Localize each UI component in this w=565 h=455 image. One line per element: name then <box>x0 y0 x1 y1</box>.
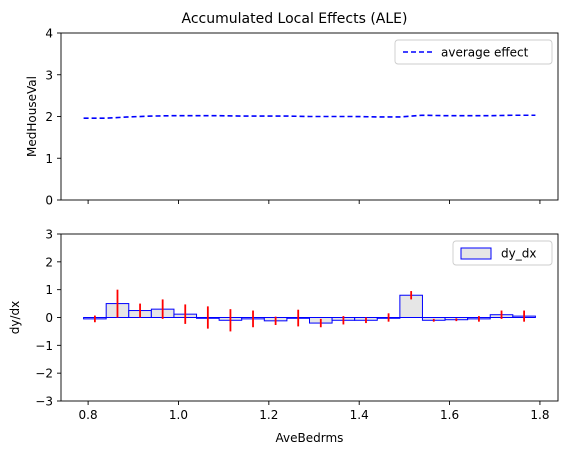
top-y-tick-label: 4 <box>45 27 53 41</box>
series-line-average-effect <box>83 114 536 119</box>
bottom-y-tick-label: 0 <box>45 311 53 325</box>
bottom-legend: dy_dx <box>452 240 553 266</box>
bottom-y-tick-label: −1 <box>35 339 53 353</box>
top-series-layer <box>83 114 536 119</box>
bottom-x-tick-label: 1.8 <box>530 408 549 422</box>
top-axes-frame <box>60 32 559 201</box>
bottom-y-tick-label: −2 <box>35 367 53 381</box>
top-panel: Accumulated Local Effects (ALE) 0 1 2 3 4 Me… <box>25 11 559 208</box>
bottom-legend-label: dy_dx <box>501 247 536 261</box>
bottom-x-tick-label: 1.6 <box>440 408 459 422</box>
bottom-axis-ticks: −3 −2 −1 0 1 2 3 0.8 1.0 1.2 1.4 1.6 1.8 <box>35 228 549 423</box>
bottom-legend-swatch <box>460 247 492 260</box>
top-legend: average effect <box>394 39 553 65</box>
top-y-axis-label: MedHouseVal <box>25 76 39 157</box>
bottom-errorbars-layer <box>93 289 526 332</box>
top-y-tick-label: 2 <box>45 110 53 124</box>
bottom-axes-frame <box>60 233 559 402</box>
top-axis-ticks: 0 1 2 3 4 <box>45 27 541 208</box>
bottom-y-tick-label: 2 <box>45 255 53 269</box>
bottom-y-tick-label: 1 <box>45 283 53 297</box>
bottom-y-axis-label: dy/dx <box>8 301 22 334</box>
bottom-panel: −3 −2 −1 0 1 2 3 0.8 1.0 1.2 1.4 1.6 1.8 dy/dx AveBe… <box>8 228 559 445</box>
bottom-x-tick-label: 1.2 <box>259 408 278 422</box>
top-y-tick-label: 3 <box>45 68 53 82</box>
bottom-y-tick-label: 3 <box>45 228 53 242</box>
bottom-x-tick-label: 0.8 <box>79 408 98 422</box>
top-legend-label: average effect <box>441 46 529 60</box>
top-y-tick-label: 0 <box>45 194 53 208</box>
bottom-y-tick-label: −3 <box>35 395 53 409</box>
top-y-tick-label: 1 <box>45 152 53 166</box>
bottom-x-tick-label: 1.0 <box>169 408 188 422</box>
bottom-x-axis-label: AveBedrms <box>276 431 344 445</box>
bottom-x-tick-label: 1.4 <box>350 408 369 422</box>
top-legend-box <box>394 39 553 65</box>
chart-title: Accumulated Local Effects (ALE) <box>182 11 408 27</box>
